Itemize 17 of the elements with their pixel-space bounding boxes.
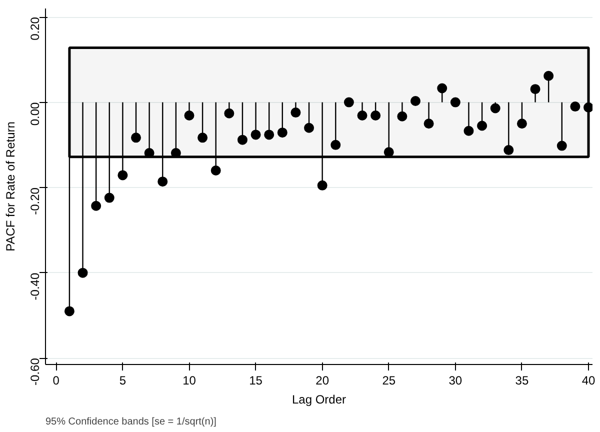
x-tick-label: 25 xyxy=(382,374,396,388)
x-tick-label: 40 xyxy=(582,374,596,388)
x-tick-label: 5 xyxy=(119,374,126,388)
x-tick-label: 0 xyxy=(52,374,60,388)
x-tick-label: 30 xyxy=(448,374,462,388)
x-tick-label: 20 xyxy=(316,374,330,388)
x-axis-title: Lag Order xyxy=(292,392,346,406)
text: 95% Confidence bands [se = 1/sqrt(n)] xyxy=(46,416,217,428)
y-tick-label: 0.00 xyxy=(28,102,42,126)
x-tick-label: 10 xyxy=(182,374,196,388)
y-tick-label: -0.20 xyxy=(28,187,42,215)
y-tick-label: 0.20 xyxy=(28,16,42,40)
x-tick-label: 15 xyxy=(249,374,263,388)
y-axis-title: PACF for Rate of Return xyxy=(4,122,18,252)
y-tick-label: -0.60 xyxy=(28,358,42,386)
x-tick-label: 35 xyxy=(515,374,529,388)
y-tick-label: -0.40 xyxy=(28,272,42,300)
